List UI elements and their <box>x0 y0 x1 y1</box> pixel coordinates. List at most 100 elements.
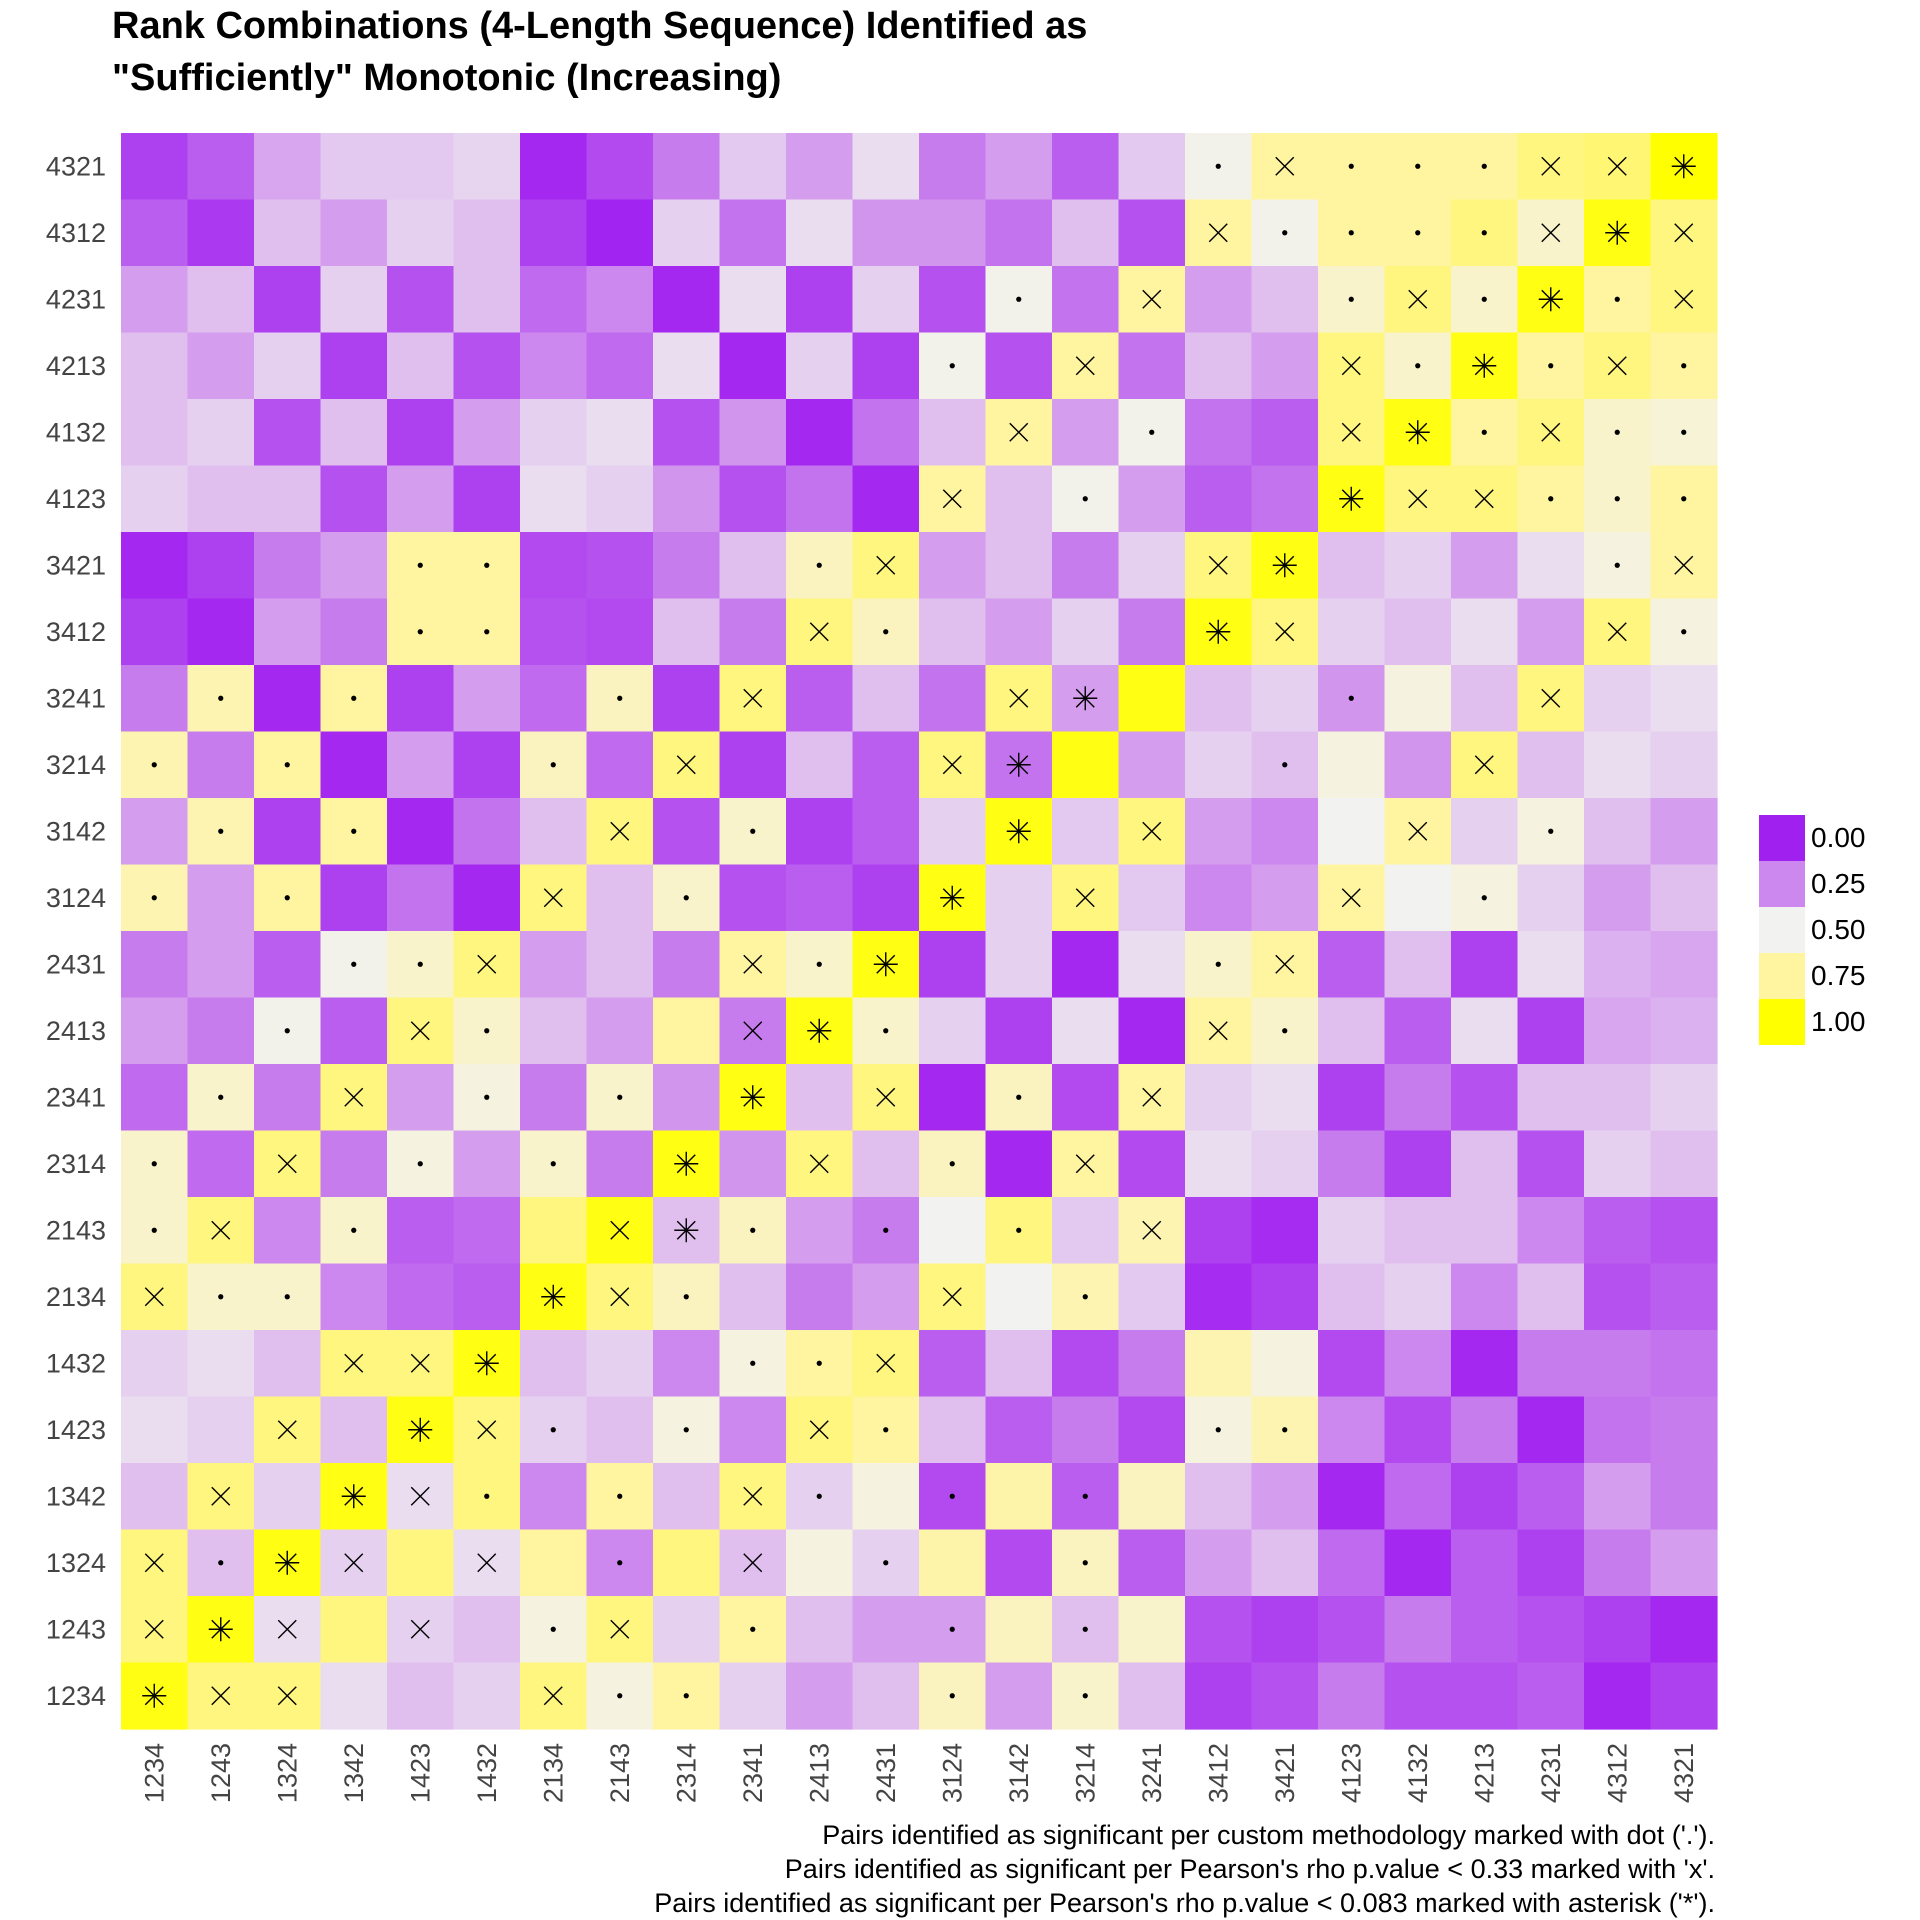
heatmap-cell <box>1185 798 1253 866</box>
heatmap-cell <box>1517 1662 1585 1730</box>
heatmap-cell <box>719 1662 787 1730</box>
heatmap-cell <box>852 465 920 533</box>
heatmap-cell <box>1384 1596 1452 1664</box>
cross-marker <box>809 1420 829 1440</box>
heatmap-cell <box>520 665 588 733</box>
heatmap-cell <box>852 1662 920 1730</box>
cross-marker <box>211 1686 231 1706</box>
heatmap-cell <box>1650 1463 1718 1531</box>
cross-marker <box>610 1287 630 1307</box>
heatmap-cell <box>653 997 721 1065</box>
dot-marker <box>949 1626 955 1632</box>
heatmap-cell <box>254 532 322 600</box>
heatmap-cell <box>653 1596 721 1664</box>
heatmap-cell <box>1584 931 1652 999</box>
heatmap-cell <box>653 266 721 334</box>
heatmap-cell <box>919 997 987 1065</box>
asterisk-marker <box>674 1218 699 1243</box>
heatmap-cell <box>1251 465 1319 533</box>
heatmap-cell <box>187 332 255 400</box>
cross-marker <box>1408 289 1428 309</box>
heatmap-cell <box>1118 465 1186 533</box>
dot-marker <box>1082 1693 1088 1699</box>
asterisk-marker <box>674 1151 699 1176</box>
heatmap-cell <box>1584 665 1652 733</box>
heatmap-cell <box>520 266 588 334</box>
dot-marker <box>1415 230 1421 236</box>
heatmap-cell <box>1251 332 1319 400</box>
dot-marker <box>351 828 357 834</box>
heatmap-cell <box>1052 266 1120 334</box>
heatmap-cell <box>1517 598 1585 666</box>
dot-marker <box>1614 296 1620 302</box>
heatmap-cell <box>320 1396 388 1464</box>
legend-label: 0.75 <box>1811 960 1866 991</box>
legend-entry: 0.50 <box>1759 907 1919 953</box>
heatmap-cell <box>852 332 920 400</box>
heatmap-cell <box>387 1662 455 1730</box>
heatmap-cell <box>653 1064 721 1132</box>
legend-label: 1.00 <box>1811 1006 1866 1037</box>
heatmap-cell <box>1451 1330 1519 1398</box>
y-tick-label: 3412 <box>46 617 106 647</box>
heatmap-cell <box>121 1463 189 1531</box>
heatmap-cell <box>1650 1596 1718 1664</box>
cross-marker <box>942 489 962 509</box>
cross-marker <box>277 1619 297 1639</box>
heatmap-cell <box>387 266 455 334</box>
heatmap-cell <box>1118 1130 1186 1198</box>
heatmap-cell <box>586 133 654 201</box>
dot-marker <box>1215 163 1221 169</box>
heatmap-cell <box>1650 1064 1718 1132</box>
cross-marker <box>610 1619 630 1639</box>
cross-marker <box>876 555 896 575</box>
dot-marker <box>1282 1028 1288 1034</box>
heatmap-cell <box>985 332 1053 400</box>
heatmap-cell <box>187 532 255 600</box>
heatmap-cell <box>1650 665 1718 733</box>
dot-marker <box>1016 296 1022 302</box>
heatmap-cell <box>1185 1529 1253 1597</box>
heatmap-cell <box>1318 1396 1386 1464</box>
heatmap-cell <box>1451 532 1519 600</box>
heatmap-cell <box>852 1463 920 1531</box>
x-tick-label: 4123 <box>1336 1743 1366 1803</box>
cross-marker <box>1275 622 1295 642</box>
x-tick-label: 4132 <box>1403 1743 1433 1803</box>
heatmap-cell <box>1451 1662 1519 1730</box>
dot-marker <box>1681 629 1687 635</box>
heatmap-cell <box>1118 665 1186 733</box>
heatmap-cell <box>1517 1396 1585 1464</box>
heatmap-cell <box>852 399 920 467</box>
dot-marker <box>484 562 490 568</box>
heatmap-cell <box>1318 1529 1386 1597</box>
heatmap-cell <box>187 199 255 267</box>
asterisk-marker <box>1206 619 1231 644</box>
heatmap-cell <box>187 598 255 666</box>
dot-marker <box>484 1493 490 1499</box>
dot-marker <box>550 762 556 768</box>
heatmap-cell <box>453 465 521 533</box>
heatmap-cell <box>1118 731 1186 799</box>
heatmap-cell <box>1118 1596 1186 1664</box>
heatmap-cell <box>453 864 521 932</box>
heatmap-cell <box>1185 1463 1253 1531</box>
heatmap-cell <box>852 798 920 866</box>
heatmap-cell <box>1118 1330 1186 1398</box>
heatmap-cell <box>1451 1130 1519 1198</box>
cross-marker <box>1275 954 1295 974</box>
heatmap-cell <box>1384 1197 1452 1265</box>
heatmap-cell <box>1384 864 1452 932</box>
heatmap-cell <box>453 399 521 467</box>
heatmap-cell <box>187 731 255 799</box>
heatmap-cell <box>1118 332 1186 400</box>
asterisk-marker <box>341 1484 366 1509</box>
x-tick-label: 3421 <box>1270 1743 1300 1803</box>
asterisk-marker <box>1405 420 1430 445</box>
heatmap-cell <box>1584 1662 1652 1730</box>
heatmap-cell <box>1584 1529 1652 1597</box>
cross-marker <box>610 821 630 841</box>
cross-marker <box>1275 156 1295 176</box>
heatmap-cell <box>121 665 189 733</box>
heatmap-cell <box>653 199 721 267</box>
